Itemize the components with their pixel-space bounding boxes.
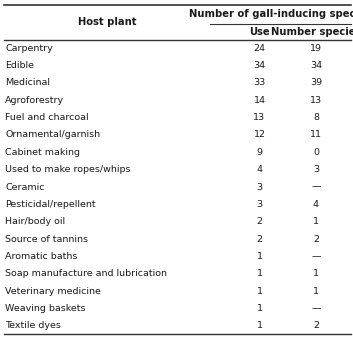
Text: Source of tannins: Source of tannins xyxy=(5,235,88,244)
Text: 14: 14 xyxy=(253,96,265,105)
Text: 9: 9 xyxy=(257,148,262,157)
Text: 1: 1 xyxy=(313,286,319,296)
Text: 13: 13 xyxy=(310,96,322,105)
Text: 1: 1 xyxy=(257,252,262,261)
Text: 12: 12 xyxy=(253,130,265,140)
Text: 2: 2 xyxy=(313,235,319,244)
Text: 19: 19 xyxy=(310,44,322,53)
Text: 39: 39 xyxy=(310,79,322,87)
Text: 2: 2 xyxy=(257,235,262,244)
Text: 1: 1 xyxy=(257,304,262,313)
Text: 3: 3 xyxy=(313,165,319,174)
Text: 2: 2 xyxy=(257,217,262,226)
Text: Pesticidal/repellent: Pesticidal/repellent xyxy=(5,200,96,209)
Text: —: — xyxy=(311,304,321,313)
Text: Weaving baskets: Weaving baskets xyxy=(5,304,86,313)
Text: 0: 0 xyxy=(313,148,319,157)
Text: Edible: Edible xyxy=(5,61,34,70)
Text: 24: 24 xyxy=(253,44,265,53)
Text: Fuel and charcoal: Fuel and charcoal xyxy=(5,113,89,122)
Text: 3: 3 xyxy=(256,200,263,209)
Text: Cabinet making: Cabinet making xyxy=(5,148,80,157)
Text: 1: 1 xyxy=(257,321,262,330)
Text: Medicinal: Medicinal xyxy=(5,79,50,87)
Text: 11: 11 xyxy=(310,130,322,140)
Text: Ornamental/garnish: Ornamental/garnish xyxy=(5,130,100,140)
Text: 1: 1 xyxy=(313,269,319,278)
Text: 2: 2 xyxy=(313,321,319,330)
Text: Used to make ropes/whips: Used to make ropes/whips xyxy=(5,165,131,174)
Text: Use: Use xyxy=(249,27,270,37)
Text: Number of gall-inducing species: Number of gall-inducing species xyxy=(190,9,353,20)
Text: Carpentry: Carpentry xyxy=(5,44,53,53)
Text: Soap manufacture and lubrication: Soap manufacture and lubrication xyxy=(5,269,167,278)
Text: 34: 34 xyxy=(253,61,265,70)
Text: Number species: Number species xyxy=(271,27,353,37)
Text: Veterinary medicine: Veterinary medicine xyxy=(5,286,101,296)
Text: —: — xyxy=(311,182,321,191)
Text: 34: 34 xyxy=(310,61,322,70)
Text: Agroforestry: Agroforestry xyxy=(5,96,64,105)
Text: 33: 33 xyxy=(253,79,265,87)
Text: 8: 8 xyxy=(313,113,319,122)
Text: Host plant: Host plant xyxy=(78,17,136,27)
Text: Ceramic: Ceramic xyxy=(5,182,45,191)
Text: 3: 3 xyxy=(256,182,263,191)
Text: —: — xyxy=(311,252,321,261)
Text: 4: 4 xyxy=(313,200,319,209)
Text: Textile dyes: Textile dyes xyxy=(5,321,61,330)
Text: 1: 1 xyxy=(257,269,262,278)
Text: Aromatic baths: Aromatic baths xyxy=(5,252,78,261)
Text: 4: 4 xyxy=(257,165,262,174)
Text: 1: 1 xyxy=(257,286,262,296)
Text: 13: 13 xyxy=(253,113,265,122)
Text: Hair/body oil: Hair/body oil xyxy=(5,217,65,226)
Text: 1: 1 xyxy=(313,217,319,226)
